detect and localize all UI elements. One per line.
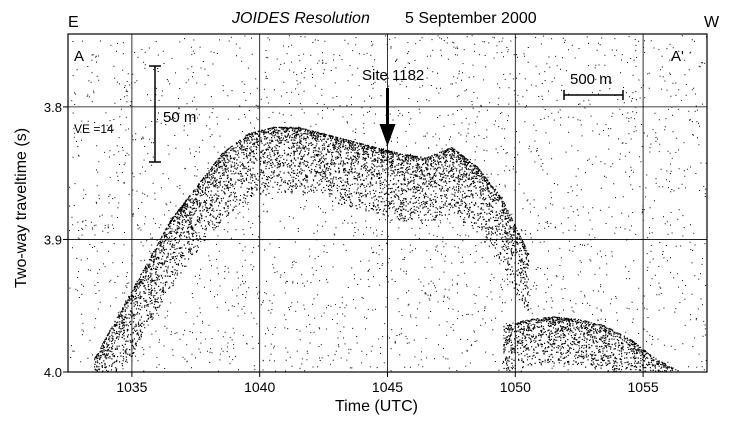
axis-ticks: 1035 1040 1045 1050 1055 3.8 3.9 4.0	[44, 100, 659, 395]
y-tick-label: 4.0	[44, 365, 62, 380]
x-axis-label: Time (UTC)	[335, 398, 418, 415]
reflection-dots	[69, 35, 707, 373]
profile-start-label: A	[74, 48, 84, 65]
x-tick-label: 1050	[500, 379, 531, 395]
horizontal-scale-bar	[563, 90, 624, 100]
direction-west-label: W	[704, 14, 720, 31]
horizontal-scale-label: 500 m	[570, 71, 612, 88]
profile-end-label: A'	[671, 48, 684, 65]
y-axis-label: Two-way traveltime (s)	[13, 128, 30, 288]
ve-label: VE =14	[74, 122, 114, 136]
direction-east-label: E	[68, 14, 79, 31]
x-tick-label: 1035	[116, 379, 147, 395]
site-arrow-icon	[379, 88, 396, 146]
date-title: 5 September 2000	[405, 10, 537, 27]
vertical-scale-label: 50 m	[163, 109, 196, 126]
x-tick-label: 1055	[628, 379, 659, 395]
x-tick-label: 1045	[372, 379, 403, 395]
vertical-scale-bar	[149, 65, 161, 163]
y-tick-label: 3.9	[44, 232, 62, 247]
vessel-title: JOIDES Resolution	[231, 10, 370, 27]
x-tick-label: 1040	[244, 379, 275, 395]
y-tick-label: 3.8	[44, 100, 62, 115]
site-label: Site 1182	[362, 67, 424, 84]
seismic-reflection-dots	[69, 35, 707, 373]
